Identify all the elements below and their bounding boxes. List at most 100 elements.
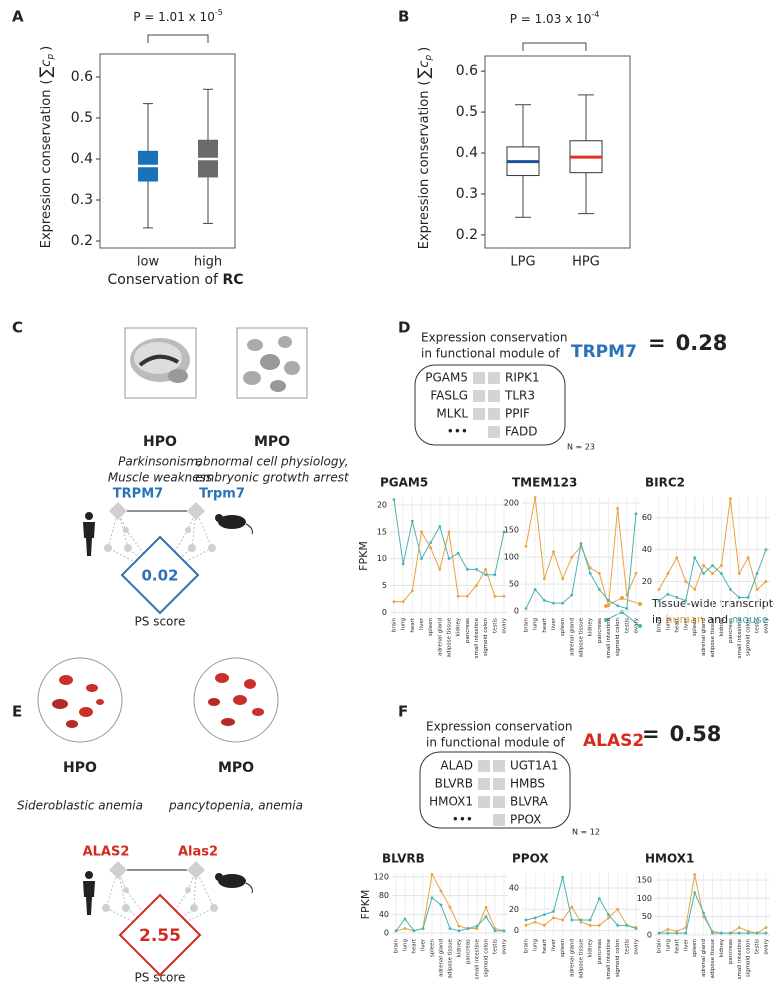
y-tick-label: 120 — [374, 872, 389, 881]
x-tick-label: testis — [493, 939, 499, 954]
series-point — [657, 588, 661, 591]
series-point — [561, 601, 565, 605]
series-point — [746, 596, 750, 599]
series-point — [394, 929, 398, 933]
x-tick-label: LPG — [510, 255, 535, 270]
x-tick-label: lung — [403, 939, 409, 951]
bracket — [147, 34, 209, 43]
p-value-text: P = 1.01 x 10 — [133, 10, 215, 24]
x-tick-label: heart — [542, 938, 548, 954]
x-tick-label: heart — [674, 617, 680, 633]
y-tick-label: 150 — [637, 875, 652, 884]
series-point — [728, 588, 732, 591]
gene-human: ALAS2 — [83, 845, 130, 860]
series-point — [475, 584, 478, 587]
series-point — [588, 571, 592, 575]
mouse-icon — [215, 514, 253, 894]
x-tick-label: lung — [401, 618, 407, 630]
series-point — [456, 594, 460, 598]
panel-label: C — [12, 319, 23, 337]
x-tick-label: brain — [392, 617, 398, 632]
series-point — [533, 916, 537, 920]
phenotype: embryonic grotwth arrest — [195, 471, 350, 485]
x-tick-label: kidney — [588, 617, 594, 636]
series-point — [401, 600, 405, 603]
x-tick-label: pancreas — [465, 618, 471, 643]
series-point — [542, 913, 546, 917]
y-tick-label: 0.5 — [456, 104, 478, 120]
series-point — [666, 931, 670, 935]
y-tick-label: 0 — [384, 929, 389, 938]
chart-title: PGAM5 — [380, 476, 428, 490]
y-tick-label: 40 — [642, 545, 652, 554]
series-point — [420, 557, 423, 561]
series-point — [552, 910, 555, 913]
bracket — [522, 42, 587, 51]
module-score: = 0.28 — [648, 331, 727, 355]
x-tick-label: brain — [657, 617, 663, 632]
ontology: HPO — [63, 760, 97, 776]
panel-label: F — [398, 703, 408, 721]
x-tick-label: pancreas — [728, 939, 734, 964]
y-tick-label: 0 — [514, 926, 519, 935]
module-box — [414, 364, 566, 446]
module-n: N = 23 — [567, 443, 595, 452]
module-title: in functional module of — [421, 347, 560, 361]
series-point — [570, 905, 574, 909]
y-tick-label: 0.3 — [456, 186, 478, 202]
series-point — [561, 875, 565, 879]
y-axis-label-text: Expression conservation — [417, 91, 432, 250]
gene-mouse: Trpm7 — [199, 487, 245, 502]
y-tick-label: 0 — [382, 608, 387, 617]
series-point — [465, 594, 469, 598]
gene-square — [478, 760, 490, 772]
x-tick-label: kidney — [456, 617, 462, 636]
x-tick-label: adrenal gland — [569, 618, 575, 656]
series-point — [711, 564, 714, 567]
series-point — [625, 607, 629, 610]
series-point — [403, 917, 407, 921]
series-point — [439, 903, 443, 907]
series-point — [524, 544, 528, 548]
y-tick-label: 20 — [377, 501, 387, 510]
series-point — [439, 889, 443, 893]
series-point — [466, 927, 470, 930]
y-axis-label: Expression conservation (∑cp) — [36, 46, 56, 249]
x-tick-label: sigmoid colon — [483, 617, 489, 656]
chart-title: BIRC2 — [645, 476, 685, 490]
series-point — [524, 607, 528, 610]
y-axis-math: c — [39, 60, 54, 67]
series-point — [675, 596, 679, 599]
y-tick-label: 5 — [382, 581, 387, 590]
series-point — [764, 548, 768, 552]
series-point — [728, 931, 732, 935]
plot-frame — [484, 55, 631, 249]
series-point — [484, 915, 488, 919]
chart-title: PPOX — [512, 852, 549, 866]
x-tick-label: sigmoid colon — [615, 938, 621, 977]
series-point — [552, 916, 555, 920]
x-tick-label: ovary — [502, 617, 508, 633]
series-point — [542, 598, 546, 602]
series-point — [693, 873, 697, 876]
module-gene-left: ••• — [452, 813, 473, 827]
series-point — [457, 929, 461, 933]
module-gene-left: BLVRB — [435, 777, 473, 791]
series-point — [403, 927, 407, 930]
panel-label: E — [12, 703, 22, 721]
y-tick-label: 150 — [504, 526, 519, 535]
x-tick-label: pancreas — [597, 939, 603, 964]
series-point — [675, 931, 679, 935]
y-axis-math: ∑ — [36, 66, 55, 77]
series-point — [657, 599, 661, 603]
y-tick-label: 15 — [377, 527, 387, 536]
module-box — [419, 751, 571, 829]
series-point — [410, 589, 414, 593]
module-gene-right: UGT1A1 — [510, 759, 558, 773]
y-tick-label: 10 — [377, 554, 387, 563]
y-tick-label: 40 — [379, 910, 389, 919]
x-tick-label: spleen — [428, 617, 434, 636]
x-tick-label: pancreas — [728, 618, 734, 643]
legend-mouse: mouse — [732, 613, 769, 626]
